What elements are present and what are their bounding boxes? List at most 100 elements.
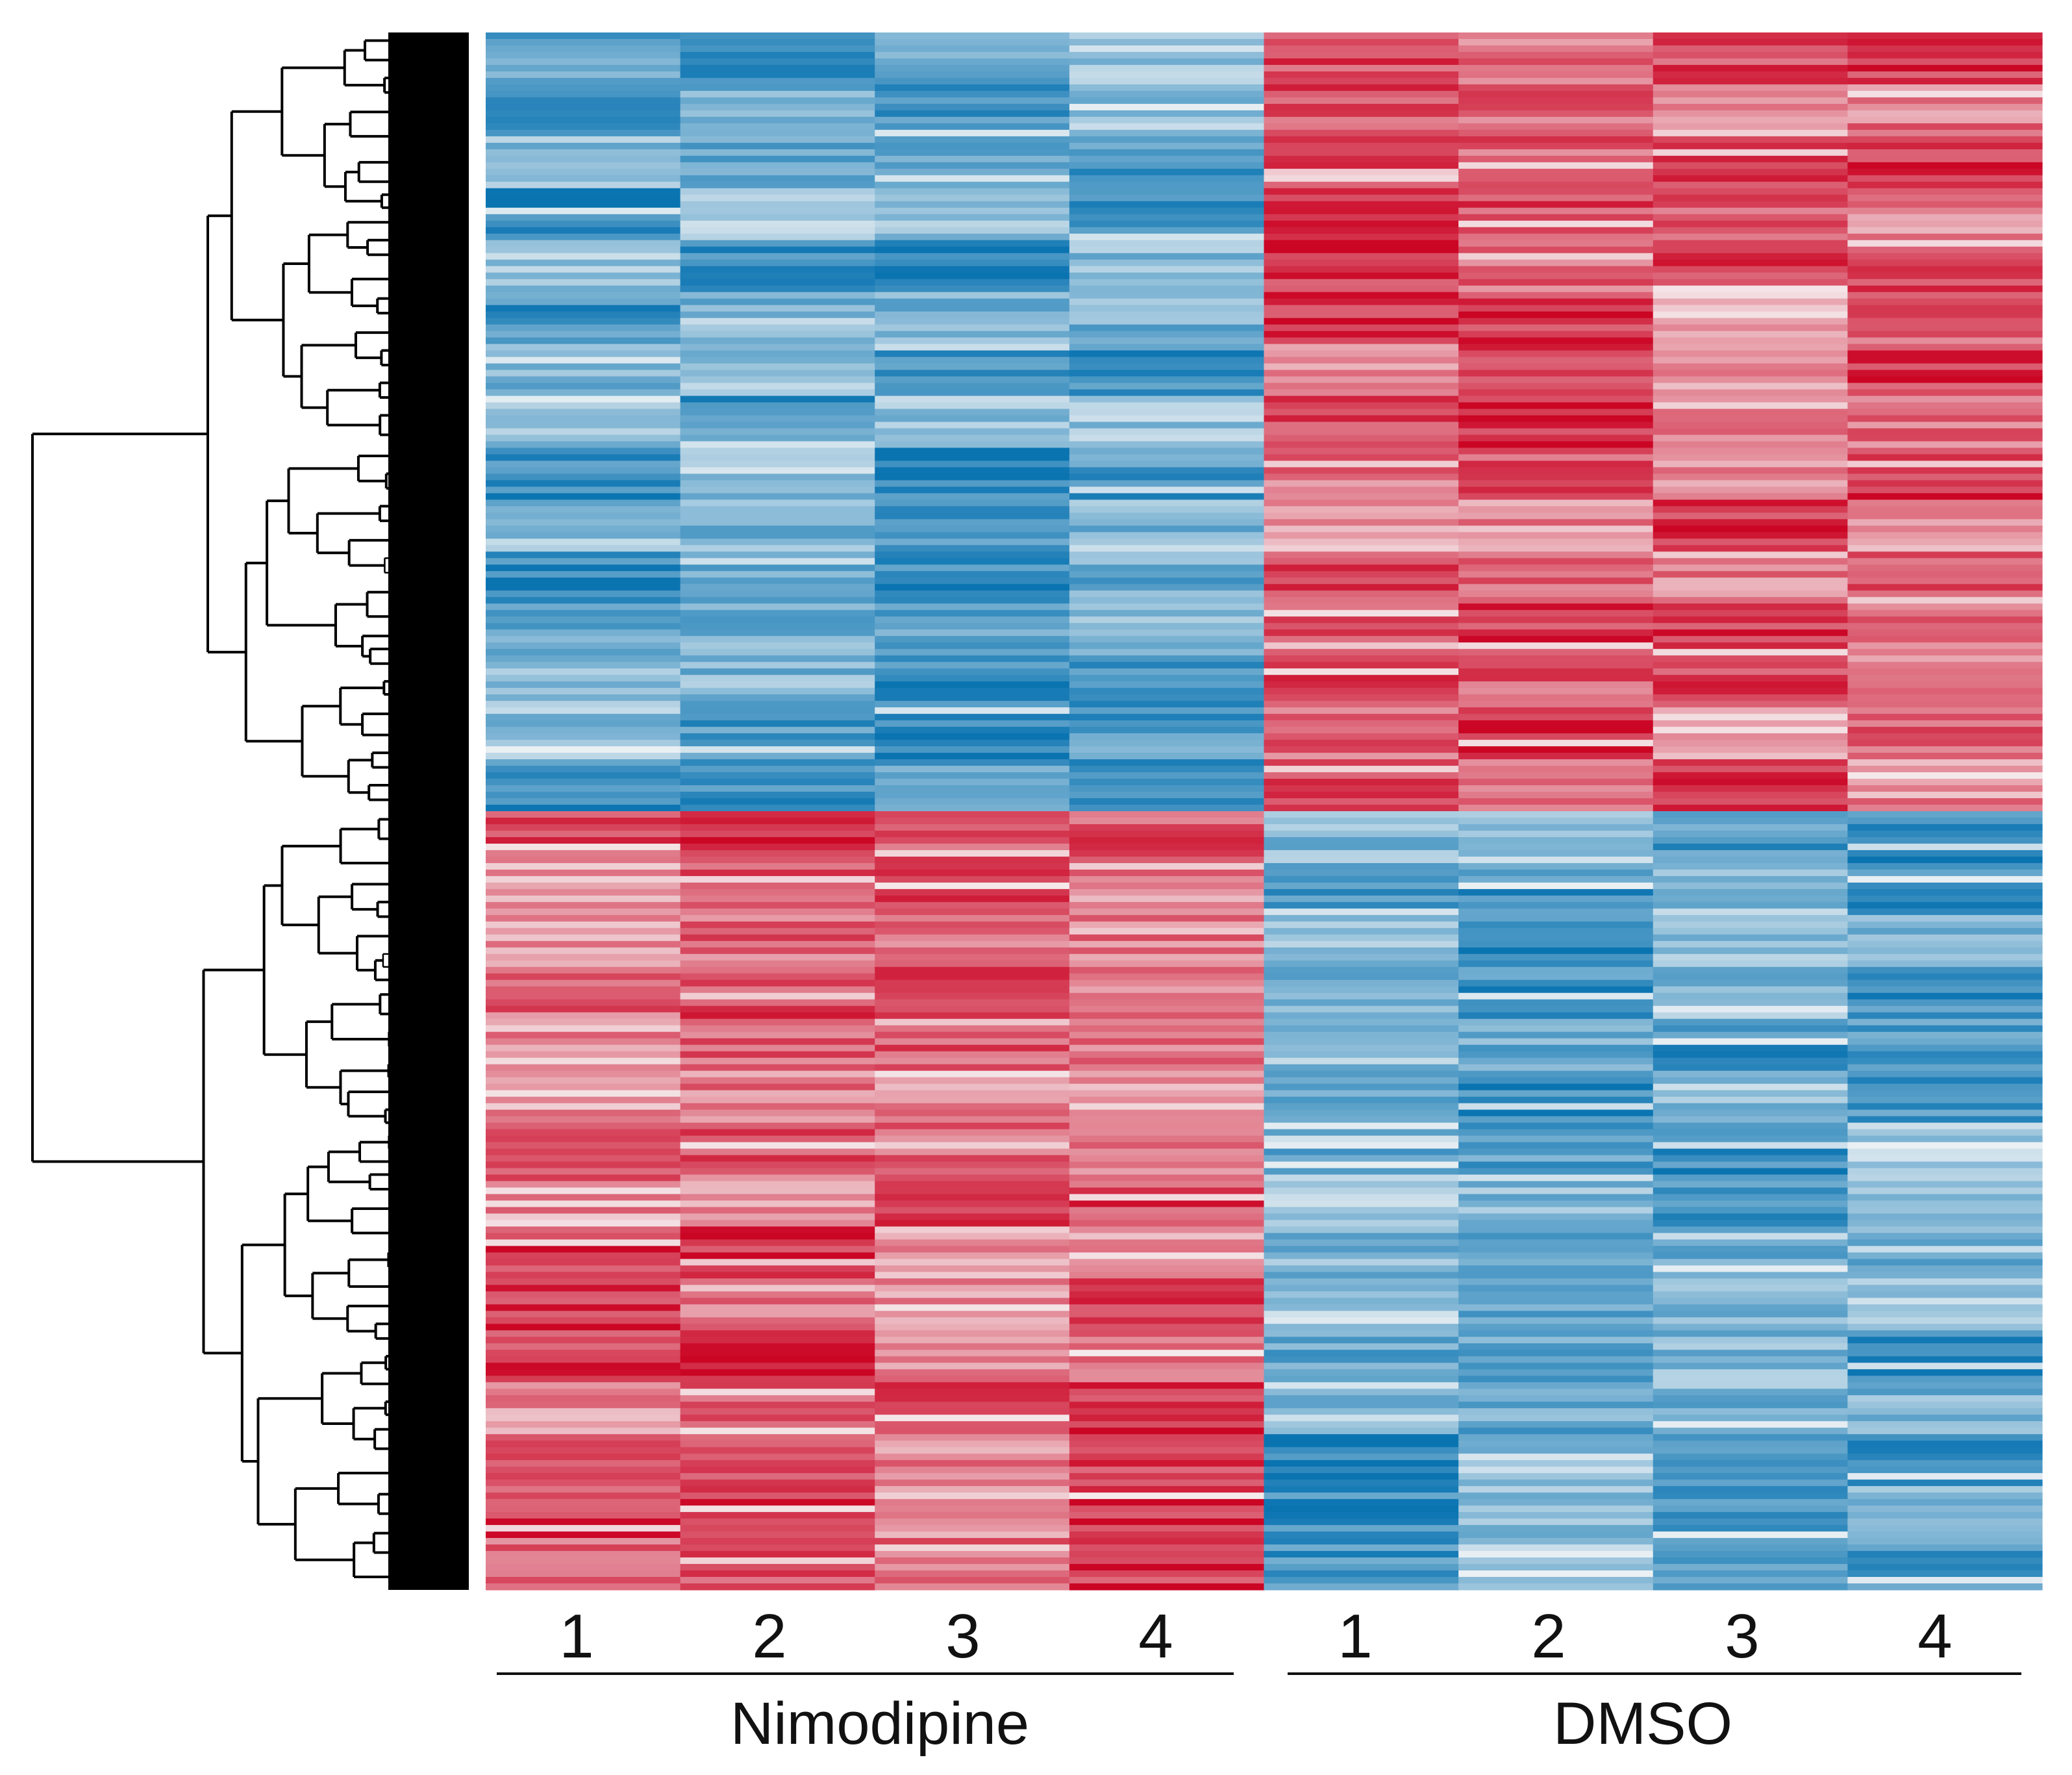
heatmap-cell: [1653, 45, 1848, 53]
heatmap-cell: [1653, 1012, 1848, 1020]
heatmap-cell: [486, 447, 681, 455]
heatmap-cell: [1653, 506, 1848, 513]
heatmap-cell: [680, 110, 875, 118]
heatmap-cell: [1069, 610, 1265, 617]
heatmap-cell: [1264, 727, 1459, 734]
heatmap-cell: [1847, 175, 2043, 183]
heatmap-cell: [875, 701, 1070, 708]
heatmap-cell: [486, 577, 681, 585]
heatmap-cell: [1264, 1181, 1459, 1189]
heatmap-cell: [1264, 103, 1459, 111]
heatmap-cell: [1069, 1544, 1265, 1552]
heatmap-cell: [1653, 363, 1848, 371]
heatmap-cell: [1458, 318, 1654, 325]
heatmap-cell: [1069, 298, 1265, 306]
heatmap-cell: [680, 655, 875, 662]
heatmap-cell: [486, 298, 681, 306]
heatmap-cell: [1458, 97, 1654, 105]
heatmap-cell: [875, 454, 1070, 462]
heatmap-cell: [1653, 396, 1848, 403]
heatmap-cell: [680, 603, 875, 611]
heatmap-cell: [1653, 1233, 1848, 1240]
heatmap-cell: [1458, 253, 1654, 260]
heatmap-cell: [875, 1557, 1070, 1565]
heatmap-cell: [680, 681, 875, 688]
heatmap-cell: [1264, 545, 1459, 552]
heatmap-cell: [486, 862, 681, 870]
heatmap-cell: [680, 1395, 875, 1402]
heatmap-cell: [1069, 1408, 1265, 1415]
heatmap-cell: [1847, 1408, 2043, 1415]
heatmap-cell: [680, 843, 875, 851]
heatmap-cell: [1458, 590, 1654, 598]
heatmap-cell: [1458, 999, 1654, 1007]
heatmap-cell: [1847, 1454, 2043, 1461]
heatmap-cell: [1847, 318, 2043, 325]
heatmap-cell: [1069, 1246, 1265, 1253]
heatmap-cell: [486, 1363, 681, 1370]
heatmap-cell: [1847, 979, 2043, 987]
heatmap-cell: [1458, 733, 1654, 740]
heatmap-cell: [1264, 753, 1459, 760]
heatmap-cell: [486, 772, 681, 779]
heatmap-cell: [1847, 246, 2043, 254]
heatmap-cell: [1458, 798, 1654, 805]
heatmap-cell: [875, 480, 1070, 488]
heatmap-cell: [680, 1402, 875, 1409]
heatmap-cell: [875, 240, 1070, 247]
heatmap-cell: [875, 350, 1070, 358]
heatmap-cell: [875, 1389, 1070, 1396]
heatmap-cell: [1653, 720, 1848, 727]
heatmap-cell: [1069, 493, 1265, 500]
heatmap-cell: [1458, 1265, 1654, 1273]
heatmap-cell: [486, 1382, 681, 1389]
heatmap-cell: [1653, 597, 1848, 604]
heatmap-cell: [1653, 188, 1848, 195]
heatmap-cell: [680, 1070, 875, 1078]
heatmap-cell: [1264, 77, 1459, 85]
heatmap-cell: [486, 467, 681, 475]
heatmap-cell: [680, 1434, 875, 1441]
heatmap-cell: [875, 733, 1070, 740]
heatmap-cell: [1847, 746, 2043, 753]
heatmap-cell: [1458, 194, 1654, 202]
heatmap-cell: [1847, 84, 2043, 92]
heatmap-cell: [875, 1499, 1070, 1506]
heatmap-cell: [1847, 90, 2043, 98]
heatmap-cell: [875, 1525, 1070, 1532]
heatmap-cell: [1069, 1122, 1265, 1130]
heatmap-cell: [1653, 344, 1848, 351]
heatmap-cell: [680, 434, 875, 442]
heatmap-cell: [1264, 1285, 1459, 1292]
heatmap-cell: [1653, 460, 1848, 468]
heatmap-cell: [1264, 668, 1459, 675]
heatmap-cell: [1847, 162, 2043, 170]
heatmap-cell: [1069, 1564, 1265, 1571]
heatmap-cell: [486, 1531, 681, 1539]
heatmap-cell: [1653, 681, 1848, 688]
heatmap-cell: [1847, 1142, 2043, 1150]
heatmap-cell: [680, 441, 875, 449]
heatmap-cell: [680, 1207, 875, 1215]
heatmap-cell: [875, 811, 1070, 818]
heatmap-cell: [1653, 1337, 1848, 1344]
heatmap-cell: [875, 227, 1070, 234]
heatmap-cell: [1264, 350, 1459, 358]
heatmap-cell: [1653, 1064, 1848, 1072]
heatmap-cell: [1264, 506, 1459, 513]
heatmap-cell: [486, 1505, 681, 1513]
heatmap-cell: [1653, 499, 1848, 507]
heatmap-cell: [1264, 862, 1459, 870]
heatmap-cell: [680, 636, 875, 643]
heatmap-cell: [875, 318, 1070, 325]
heatmap-cell: [875, 927, 1070, 935]
heatmap-cell: [1069, 934, 1265, 942]
heatmap-cell: [1264, 1246, 1459, 1253]
heatmap-cell: [1264, 1090, 1459, 1098]
heatmap-cell: [680, 220, 875, 228]
heatmap-cell: [875, 402, 1070, 410]
heatmap-cell: [1847, 681, 2043, 688]
heatmap-cell: [1847, 727, 2043, 734]
heatmap-cell: [680, 610, 875, 617]
heatmap-cell: [1847, 616, 2043, 623]
